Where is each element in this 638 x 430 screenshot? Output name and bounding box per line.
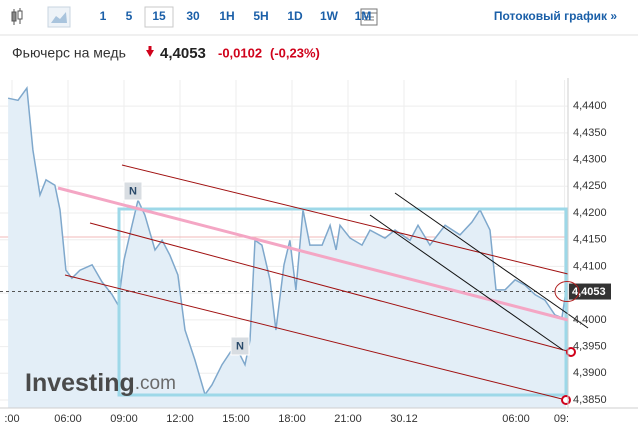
plot: :00 06:00 09:00 12:00 15:00 18:00 21:00 30.12 06… <box>0 78 575 425</box>
y-tick-label: 4,3950 <box>573 340 607 352</box>
candle-icon[interactable] <box>11 8 23 25</box>
y-tick-label: 4,4400 <box>573 100 607 112</box>
x-tick-label: 06:00 <box>54 413 82 425</box>
brand: Investing <box>25 369 135 397</box>
x-tick-label: 15:00 <box>222 413 250 425</box>
grid-icon[interactable] <box>360 8 378 26</box>
x-tick-label: 12:00 <box>166 413 194 425</box>
y-tick-label: 4,4200 <box>573 207 607 219</box>
channel-line <box>121 164 569 275</box>
area-icon[interactable] <box>47 6 71 28</box>
stream-link[interactable]: Потоковый график » <box>494 9 617 23</box>
interval-button[interactable]: 1D <box>287 9 303 23</box>
x-tick-label: :00 <box>4 413 19 425</box>
news-marker-n: N <box>129 185 137 197</box>
trend-line <box>369 214 564 351</box>
interval-button[interactable]: 5 <box>126 9 133 23</box>
instrument-title: Фьючерс на медь <box>12 45 126 61</box>
price: 4,4053 <box>160 45 206 62</box>
anchor <box>561 395 571 405</box>
selected-interval <box>144 6 174 28</box>
trend-line <box>57 186 569 322</box>
x-tick-label: 09:00 <box>110 413 138 425</box>
change: -0,0102 <box>218 45 262 60</box>
news-marker[interactable] <box>230 336 250 356</box>
axes: 4,4400 4,4350 4,4300 4,4250 4,4200 4,4150 4,41… <box>0 78 638 409</box>
price-line <box>7 85 567 397</box>
y-tick-label: 4,4300 <box>573 154 607 166</box>
y-tick-label: 4,4350 <box>573 127 607 139</box>
change-pct: (-0,23%) <box>270 45 320 60</box>
y-tick-label: 4,4000 <box>573 314 607 326</box>
brand-suffix: .com <box>135 373 176 394</box>
x-tick-label: 09:0 <box>554 413 575 425</box>
y-tick-label: 4,3900 <box>573 367 607 379</box>
interval-button[interactable]: 1W <box>320 9 339 23</box>
watermark: Investing.com <box>25 369 176 397</box>
trend-line <box>394 192 589 329</box>
x-tick-label: 06:00 <box>502 413 530 425</box>
x-tick-label: 30.12 <box>390 413 418 425</box>
last-price-box <box>569 283 611 300</box>
y-tick-label: 4,4250 <box>573 180 607 192</box>
news-marker[interactable] <box>123 181 143 201</box>
channel-line <box>89 222 572 353</box>
x-tick-label: 18:00 <box>278 413 306 425</box>
channel-line <box>64 274 567 401</box>
price-circle-drawing <box>554 281 580 303</box>
interval-button[interactable]: 1M <box>355 9 372 23</box>
y-tick-label: 4,4150 <box>573 234 607 246</box>
news-marker-n: N <box>236 340 244 352</box>
y-tick-label: 4,3850 <box>573 394 607 406</box>
toolbar <box>0 6 638 36</box>
area-fill <box>8 88 567 408</box>
x-tick-label: 21:00 <box>334 413 362 425</box>
interval-button[interactable]: 30 <box>186 9 200 23</box>
interval-button[interactable]: 1 <box>100 9 107 23</box>
down-arrow <box>146 46 154 57</box>
last-price-label: 4,4053 <box>572 286 606 298</box>
interval-button[interactable]: 15 <box>152 9 166 23</box>
interval-button[interactable]: 1H <box>219 9 234 23</box>
interval-button[interactable]: 5H <box>253 9 268 23</box>
anchor <box>566 347 576 357</box>
y-tick-label: 4,4100 <box>573 260 607 272</box>
